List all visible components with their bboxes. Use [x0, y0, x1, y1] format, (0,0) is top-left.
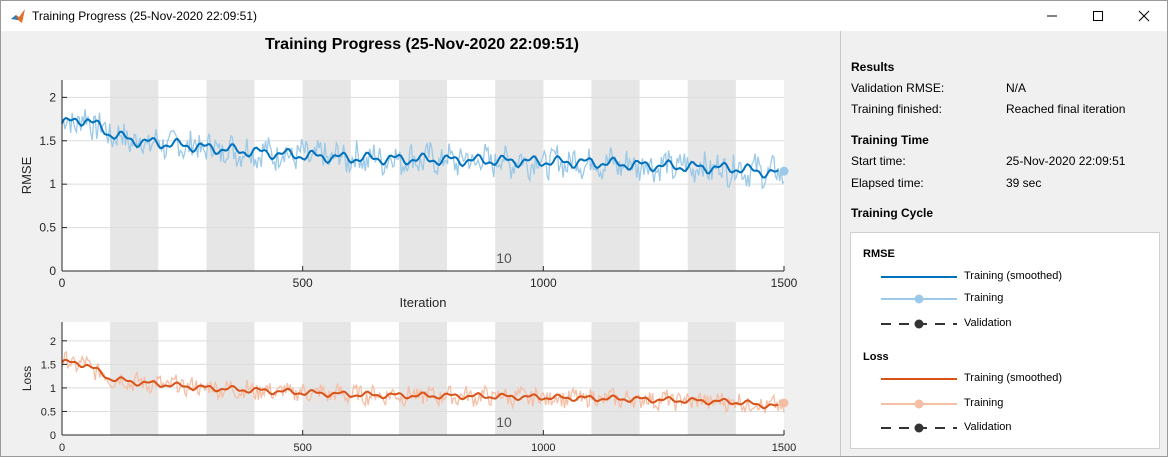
y-axis-label: RMSE	[19, 156, 34, 194]
y-tick-label: 0	[49, 264, 56, 278]
epoch-label: 10	[496, 414, 512, 430]
legend-rmse-heading: RMSE	[863, 248, 895, 260]
legend-rmse-smoothed-line	[881, 276, 957, 278]
x-tick-label: 1000	[531, 442, 555, 454]
y-tick-label: 0	[50, 430, 56, 442]
x-axis-label: Iteration	[400, 295, 447, 310]
legend-loss-validation-line	[881, 423, 957, 433]
legend-loss-heading: Loss	[863, 351, 889, 363]
epoch-band	[398, 80, 448, 271]
y-tick-label: 1	[50, 383, 56, 395]
elapsed-time-value: 39 sec	[1006, 176, 1042, 190]
validation-rmse-value: N/A	[1006, 81, 1027, 95]
training-finished-label: Training finished:	[851, 102, 942, 116]
matlab-logo-icon	[11, 9, 25, 23]
window-title: Training Progress (25-Nov-2020 22:09:51)	[32, 9, 258, 23]
start-time-value: 25-Nov-2020 22:09:51	[1006, 154, 1126, 168]
x-tick-label: 500	[293, 442, 311, 454]
legend-rmse-validation-line	[881, 319, 957, 329]
title-bar[interactable]: Training Progress (25-Nov-2020 22:09:51)	[1, 1, 1167, 31]
info-panel: Results Validation RMSE: N/A Training fi…	[842, 31, 1167, 456]
legend-loss-smoothed-label: Training (smoothed)	[964, 372, 1063, 384]
y-tick-label: 2	[50, 336, 56, 348]
legend-rmse-training-line	[881, 294, 957, 304]
series-training-smoothed	[61, 358, 779, 410]
y-tick-label: 1.5	[39, 134, 56, 148]
epoch-band	[687, 322, 736, 435]
maximize-icon	[1093, 11, 1103, 21]
series-training-raw	[61, 350, 785, 414]
series-training-smoothed	[61, 116, 779, 179]
close-button[interactable]	[1121, 1, 1167, 31]
panel-divider	[840, 31, 841, 456]
y-axis-label: Loss	[20, 366, 34, 391]
y-tick-label: 1	[49, 177, 56, 191]
minimize-icon	[1047, 15, 1057, 17]
rmse-chart: 0 0.5 1 1.5 2 0 500 1000 1500 RMSE Iteration 10	[19, 80, 798, 310]
x-tick-label: 0	[59, 442, 65, 454]
series-training-raw	[61, 109, 785, 190]
y-tick-label: 0.5	[41, 406, 56, 418]
x-tick-label: 1000	[530, 276, 557, 290]
legend-loss-validation-label: Validation	[964, 421, 1012, 433]
close-icon	[1138, 10, 1150, 22]
epoch-band	[302, 80, 351, 271]
epoch-band	[206, 80, 255, 271]
legend-loss-training-line	[881, 399, 957, 409]
epoch-band	[591, 322, 640, 435]
legend-box: RMSE Training (smoothed) Training Valida…	[850, 232, 1160, 449]
legend-loss-training-label: Training	[964, 397, 1004, 409]
training-cycle-heading: Training Cycle	[851, 206, 934, 220]
maximize-button[interactable]	[1075, 1, 1121, 31]
elapsed-time-label: Elapsed time:	[851, 176, 924, 190]
x-tick-label: 0	[59, 276, 66, 290]
validation-rmse-label: Validation RMSE:	[851, 81, 945, 95]
legend-rmse-validation-label: Validation	[964, 317, 1012, 329]
epoch-band	[206, 322, 255, 435]
y-tick-label: 2	[49, 90, 56, 104]
training-finished-value: Reached final iteration	[1006, 102, 1126, 116]
results-heading: Results	[851, 60, 895, 74]
training-time-heading: Training Time	[851, 133, 929, 147]
epoch-band	[398, 322, 448, 435]
start-time-label: Start time:	[851, 154, 906, 168]
training-plot-area: Training Progress (25-Nov-2020 22:09:51)…	[1, 31, 839, 456]
y-tick-label: 0.5	[39, 221, 56, 235]
minimize-button[interactable]	[1029, 1, 1075, 31]
epoch-band	[302, 322, 351, 435]
series-training-last-point	[779, 166, 789, 176]
plot-title: Training Progress (25-Nov-2020 22:09:51)	[265, 36, 579, 53]
epoch-band	[495, 80, 544, 271]
epoch-label: 10	[496, 250, 512, 266]
epoch-band	[110, 80, 159, 271]
x-tick-label: 1500	[771, 276, 798, 290]
legend-loss-smoothed-line	[881, 378, 957, 380]
legend-rmse-training-label: Training	[964, 292, 1004, 304]
series-training-last-point	[779, 398, 789, 408]
x-tick-label: 500	[293, 276, 313, 290]
y-tick-label: 1.5	[41, 359, 56, 371]
x-tick-label: 1500	[772, 442, 796, 454]
legend-rmse-smoothed-label: Training (smoothed)	[964, 270, 1063, 282]
loss-chart: 0 0.5 1 1.5 2 0 500 1000 1500 Loss 10	[20, 322, 796, 454]
